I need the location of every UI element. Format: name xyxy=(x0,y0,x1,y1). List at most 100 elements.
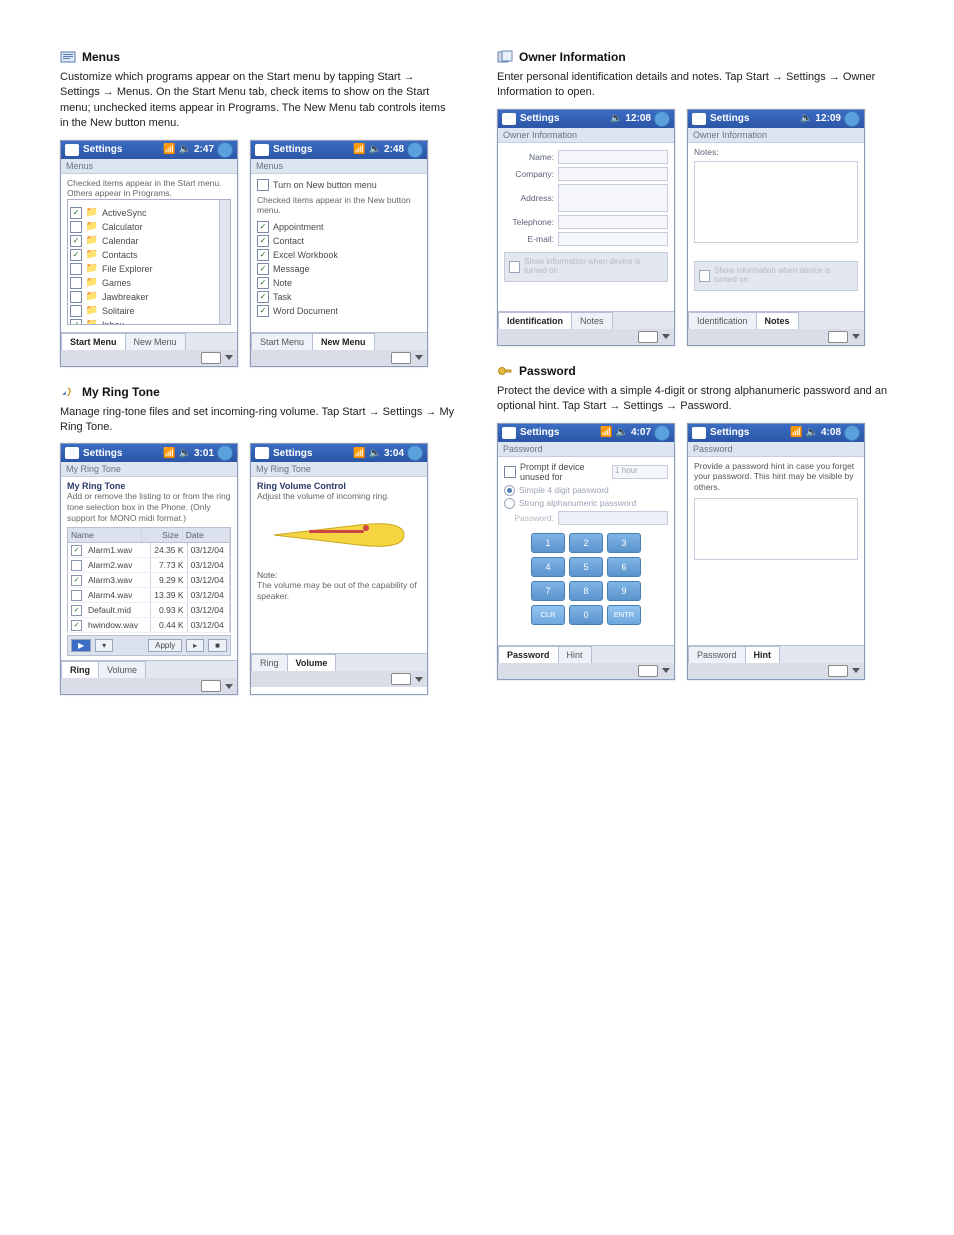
radio-simple[interactable]: Simple 4 digit password xyxy=(504,485,668,496)
keypad-key-3[interactable]: 3 xyxy=(607,533,641,553)
keypad-key-entr[interactable]: ENTR xyxy=(607,605,641,625)
hint-textarea[interactable] xyxy=(694,498,858,560)
start-flag-icon[interactable] xyxy=(255,447,269,459)
ok-button[interactable] xyxy=(407,142,423,158)
keyboard-icon[interactable] xyxy=(391,352,411,364)
play-button[interactable]: ▶ xyxy=(71,639,91,652)
apply-button[interactable]: Apply xyxy=(148,639,182,652)
list-item[interactable]: ✓Contact xyxy=(257,234,421,248)
keyboard-icon[interactable] xyxy=(828,331,848,343)
tab-ring[interactable]: Ring xyxy=(61,661,99,678)
table-row[interactable]: ✓Default.mid0.93 K03/12/04 xyxy=(67,603,231,618)
keyboard-icon[interactable] xyxy=(638,665,658,677)
list-item[interactable]: 📁Jawbreaker xyxy=(70,290,228,304)
ok-button[interactable] xyxy=(407,445,423,461)
keypad-key-clr[interactable]: CLR xyxy=(531,605,565,625)
keypad-key-5[interactable]: 5 xyxy=(569,557,603,577)
sip-toggle-icon[interactable] xyxy=(225,355,233,360)
keyboard-icon[interactable] xyxy=(201,680,221,692)
table-row[interactable]: ✓Alarm3.wav9.29 K03/12/04 xyxy=(67,573,231,588)
sip-toggle-icon[interactable] xyxy=(852,334,860,339)
keypad-key-7[interactable]: 7 xyxy=(531,581,565,601)
sip-toggle-icon[interactable] xyxy=(415,355,423,360)
ok-button[interactable] xyxy=(217,142,233,158)
duration-dropdown[interactable]: 1 hour xyxy=(612,465,668,479)
sip-toggle-icon[interactable] xyxy=(662,334,670,339)
input-telephone[interactable] xyxy=(558,215,668,229)
ok-button[interactable] xyxy=(217,445,233,461)
tab-volume[interactable]: Volume xyxy=(287,654,337,671)
keyboard-icon[interactable] xyxy=(201,352,221,364)
start-flag-icon[interactable] xyxy=(65,144,79,156)
keypad-key-0[interactable]: 0 xyxy=(569,605,603,625)
tab-identification[interactable]: Identification xyxy=(688,312,757,329)
tab-new-menu[interactable]: New Menu xyxy=(312,333,375,350)
start-flag-icon[interactable] xyxy=(502,427,516,439)
scrollbar[interactable] xyxy=(219,200,230,324)
tab-notes[interactable]: Notes xyxy=(756,312,799,329)
start-flag-icon[interactable] xyxy=(692,113,706,125)
tab-notes[interactable]: Notes xyxy=(571,312,613,329)
list-item[interactable]: ✓Appointment xyxy=(257,220,421,234)
tab-identification[interactable]: Identification xyxy=(498,312,572,329)
ok-button[interactable] xyxy=(654,425,670,441)
sip-toggle-icon[interactable] xyxy=(225,684,233,689)
play-dropdown[interactable]: ▾ xyxy=(95,639,113,652)
tab-start-menu[interactable]: Start Menu xyxy=(61,333,126,350)
tab-password[interactable]: Password xyxy=(688,646,746,663)
keypad-key-9[interactable]: 9 xyxy=(607,581,641,601)
keypad-key-1[interactable]: 1 xyxy=(531,533,565,553)
next-button[interactable]: ▸ xyxy=(186,639,204,652)
table-row[interactable]: ✓Alarm1.wav24.35 K03/12/04 xyxy=(67,543,231,558)
start-flag-icon[interactable] xyxy=(692,427,706,439)
sip-toggle-icon[interactable] xyxy=(415,677,423,682)
start-flag-icon[interactable] xyxy=(65,447,79,459)
ok-button[interactable] xyxy=(654,111,670,127)
input-password[interactable] xyxy=(558,511,668,525)
ok-button[interactable] xyxy=(844,111,860,127)
list-item[interactable]: ✓📁Calendar xyxy=(70,234,228,248)
keyboard-icon[interactable] xyxy=(638,331,658,343)
list-item[interactable]: ✓📁Inbox xyxy=(70,318,228,325)
keypad-key-2[interactable]: 2 xyxy=(569,533,603,553)
ok-button[interactable] xyxy=(844,425,860,441)
keypad-key-6[interactable]: 6 xyxy=(607,557,641,577)
tab-ring[interactable]: Ring xyxy=(251,654,288,671)
notes-textarea[interactable] xyxy=(694,161,858,243)
list-item[interactable]: 📁File Explorer xyxy=(70,262,228,276)
tab-start-menu[interactable]: Start Menu xyxy=(251,333,313,350)
tab-volume[interactable]: Volume xyxy=(98,661,146,678)
input-email[interactable] xyxy=(558,232,668,246)
list-item[interactable]: ✓Excel Workbook xyxy=(257,248,421,262)
keypad-key-4[interactable]: 4 xyxy=(531,557,565,577)
sip-toggle-icon[interactable] xyxy=(852,668,860,673)
table-row[interactable]: ✓hwindow.wav0.44 K03/12/04 xyxy=(67,618,231,633)
start-flag-icon[interactable] xyxy=(255,144,269,156)
tab-password[interactable]: Password xyxy=(498,646,559,663)
table-row[interactable]: Alarm2.wav7.73 K03/12/04 xyxy=(67,558,231,573)
show-info-checkbox[interactable] xyxy=(699,270,710,282)
keyboard-icon[interactable] xyxy=(391,673,411,685)
list-item[interactable]: ✓📁ActiveSync xyxy=(70,206,228,220)
keyboard-icon[interactable] xyxy=(828,665,848,677)
list-item[interactable]: ✓Note xyxy=(257,276,421,290)
tab-hint[interactable]: Hint xyxy=(745,646,781,663)
list-item[interactable]: ✓Task xyxy=(257,290,421,304)
turn-on-checkbox[interactable]: Turn on New button menu xyxy=(257,178,421,192)
list-item[interactable]: 📁Solitaire xyxy=(70,304,228,318)
radio-strong[interactable]: Strong alphanumeric password xyxy=(504,498,668,509)
stop-button[interactable]: ■ xyxy=(208,639,227,652)
list-item[interactable]: 📁Games xyxy=(70,276,228,290)
tab-new-menu[interactable]: New Menu xyxy=(125,333,186,350)
list-item[interactable]: ✓Message xyxy=(257,262,421,276)
tab-hint[interactable]: Hint xyxy=(558,646,592,663)
sip-toggle-icon[interactable] xyxy=(662,668,670,673)
prompt-checkbox[interactable]: Prompt if device unused for 1 hour xyxy=(504,461,668,483)
show-info-checkbox[interactable] xyxy=(509,261,520,273)
table-row[interactable]: Alarm4.wav13.39 K03/12/04 xyxy=(67,588,231,603)
keypad-key-8[interactable]: 8 xyxy=(569,581,603,601)
list-item[interactable]: ✓📁Contacts xyxy=(70,248,228,262)
list-item[interactable]: ✓Word Document xyxy=(257,304,421,318)
input-name[interactable] xyxy=(558,150,668,164)
list-item[interactable]: 📁Calculator xyxy=(70,220,228,234)
